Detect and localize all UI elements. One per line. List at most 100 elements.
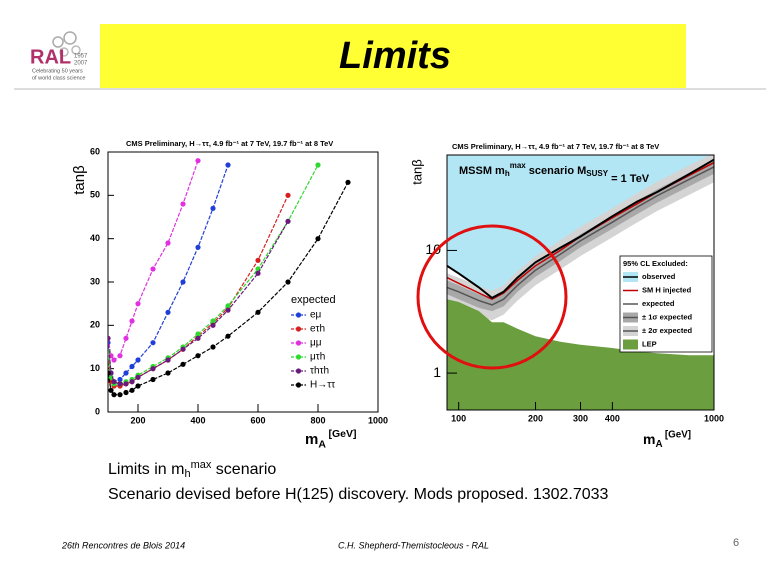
x-tick-label: 400 xyxy=(605,413,620,423)
logo-text: RAL xyxy=(30,46,71,68)
series-line xyxy=(447,166,714,306)
text: A xyxy=(318,438,326,450)
legend-label: μτh xyxy=(310,352,325,363)
text: max xyxy=(191,459,212,471)
point xyxy=(345,179,351,185)
point xyxy=(315,236,321,242)
point xyxy=(165,370,171,376)
footer-left: 26th Rencontres de Blois 2014 xyxy=(61,540,185,550)
point xyxy=(111,357,117,363)
title-box xyxy=(100,24,686,88)
point xyxy=(255,257,261,263)
point xyxy=(180,201,186,207)
legend-label: LEP xyxy=(642,339,657,348)
footer-center: C.H. Shepherd-Themistocleous - RAL xyxy=(338,540,489,550)
text: m xyxy=(643,431,655,447)
point xyxy=(135,383,141,389)
text: scenario M xyxy=(526,165,587,177)
x-tick-label: 1000 xyxy=(704,413,724,423)
point xyxy=(108,374,114,380)
logo-year: 2007 xyxy=(74,61,88,67)
point xyxy=(180,361,186,367)
legend-label: expected xyxy=(642,299,675,308)
point xyxy=(165,240,171,246)
point xyxy=(150,366,156,372)
point xyxy=(210,322,216,328)
legend-swatch xyxy=(295,312,302,318)
plot-area xyxy=(108,158,351,398)
point xyxy=(117,381,123,387)
y-tick-label: 50 xyxy=(90,190,100,200)
point xyxy=(117,376,123,383)
left-chart: CMS Preliminary, H→ττ, 4.9 fb⁻¹ at 7 TeV… xyxy=(71,139,388,450)
point xyxy=(315,162,321,168)
body-line: Limits in mhmax scenario xyxy=(108,459,276,480)
point xyxy=(225,303,231,309)
text: MSSM m xyxy=(459,165,505,177)
logo: RAL 1957 2007 Celebrating 50 years of wo… xyxy=(30,31,88,81)
text: A xyxy=(655,439,662,450)
point xyxy=(195,331,201,337)
body-line: Scenario devised before H(125) discovery… xyxy=(108,486,609,503)
point xyxy=(225,333,231,339)
legend-swatch xyxy=(295,326,302,332)
point xyxy=(111,392,117,398)
point xyxy=(150,266,156,272)
point xyxy=(129,363,135,370)
text: [GeV] xyxy=(326,428,357,440)
point xyxy=(108,370,111,376)
x-tick-label: 1000 xyxy=(368,415,388,425)
point xyxy=(285,192,291,198)
legend-label: SM H injected xyxy=(642,285,692,294)
y-tick-label: 30 xyxy=(90,276,100,286)
text: = 1 TeV xyxy=(608,173,650,185)
point xyxy=(135,357,141,363)
logo-year: 1957 xyxy=(74,54,88,60)
legend-label: H→ττ xyxy=(310,380,335,391)
y-tick-label: 60 xyxy=(90,146,100,156)
point xyxy=(123,389,129,396)
axis-label: mA [GeV] xyxy=(305,428,356,451)
x-tick-label: 600 xyxy=(250,415,265,425)
legend-label: μμ xyxy=(310,338,322,349)
x-tick-label: 800 xyxy=(310,415,325,425)
point xyxy=(129,379,135,385)
series-line xyxy=(447,158,714,300)
legend-label: eμ xyxy=(310,310,322,321)
text: max xyxy=(510,161,527,170)
chart-title: CMS Preliminary, H→ττ, 4.9 fb⁻¹ at 7 TeV… xyxy=(126,139,333,148)
legend-title: 95% CL Excluded: xyxy=(623,259,688,268)
legend-swatch xyxy=(623,339,638,350)
legend-swatch xyxy=(295,368,302,374)
point xyxy=(135,301,141,307)
series-line xyxy=(108,182,349,396)
point xyxy=(285,279,291,285)
point xyxy=(225,307,231,313)
y-axis-label: tanβ xyxy=(409,159,424,185)
y-tick-label: 0 xyxy=(95,406,100,416)
point xyxy=(150,376,156,383)
point xyxy=(180,346,186,352)
legend-label: ± 2σ expected xyxy=(642,326,693,335)
axis-label: mA [GeV] xyxy=(643,429,691,450)
point xyxy=(195,244,201,250)
x-tick-label: 200 xyxy=(528,413,543,423)
point xyxy=(195,353,201,359)
point xyxy=(135,374,141,380)
point xyxy=(165,309,171,315)
text: m xyxy=(305,431,318,448)
x-tick-label: 300 xyxy=(573,413,588,423)
legend-label: ± 1σ expected xyxy=(642,312,693,321)
point xyxy=(195,335,201,341)
logo-tagline: Celebrating 50 years xyxy=(32,68,83,74)
point xyxy=(180,279,186,285)
point xyxy=(210,344,216,350)
logo-tagline: of world class science xyxy=(32,75,86,81)
point xyxy=(165,357,171,363)
text: Limits in m xyxy=(108,461,184,478)
point xyxy=(117,353,123,359)
y-tick-label: 10 xyxy=(90,363,100,373)
y-tick-label: 20 xyxy=(90,320,100,330)
point xyxy=(108,387,114,393)
